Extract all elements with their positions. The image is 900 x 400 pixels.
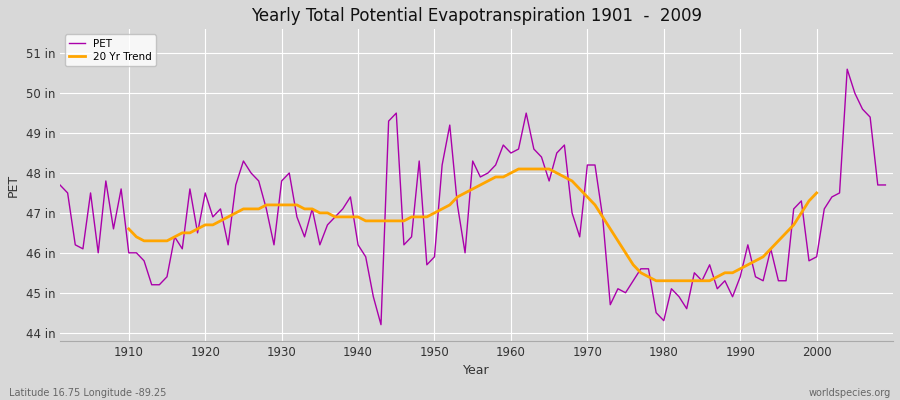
PET	[116, 186, 127, 191]
PET	[329, 214, 340, 219]
PET	[513, 147, 524, 152]
PET	[880, 182, 891, 187]
Text: worldspecies.org: worldspecies.org	[809, 388, 891, 398]
Line: PET: PET	[60, 69, 886, 325]
20 Yr Trend	[719, 270, 730, 275]
PET	[506, 151, 517, 156]
PET	[842, 67, 852, 72]
PET	[605, 302, 616, 307]
20 Yr Trend	[207, 222, 218, 227]
20 Yr Trend	[284, 202, 294, 207]
Legend: PET, 20 Yr Trend: PET, 20 Yr Trend	[65, 34, 157, 66]
Text: Latitude 16.75 Longitude -89.25: Latitude 16.75 Longitude -89.25	[9, 388, 166, 398]
Y-axis label: PET: PET	[7, 173, 20, 196]
20 Yr Trend	[299, 206, 310, 211]
20 Yr Trend	[811, 190, 822, 195]
Title: Yearly Total Potential Evapotranspiration 1901  -  2009: Yearly Total Potential Evapotranspiratio…	[251, 7, 702, 25]
PET	[55, 182, 66, 187]
20 Yr Trend	[651, 278, 661, 283]
Line: 20 Yr Trend: 20 Yr Trend	[129, 169, 816, 281]
20 Yr Trend	[528, 166, 539, 171]
20 Yr Trend	[804, 198, 814, 203]
X-axis label: Year: Year	[464, 364, 490, 377]
PET	[375, 322, 386, 327]
PET	[284, 170, 294, 175]
20 Yr Trend	[513, 166, 524, 171]
20 Yr Trend	[123, 226, 134, 231]
